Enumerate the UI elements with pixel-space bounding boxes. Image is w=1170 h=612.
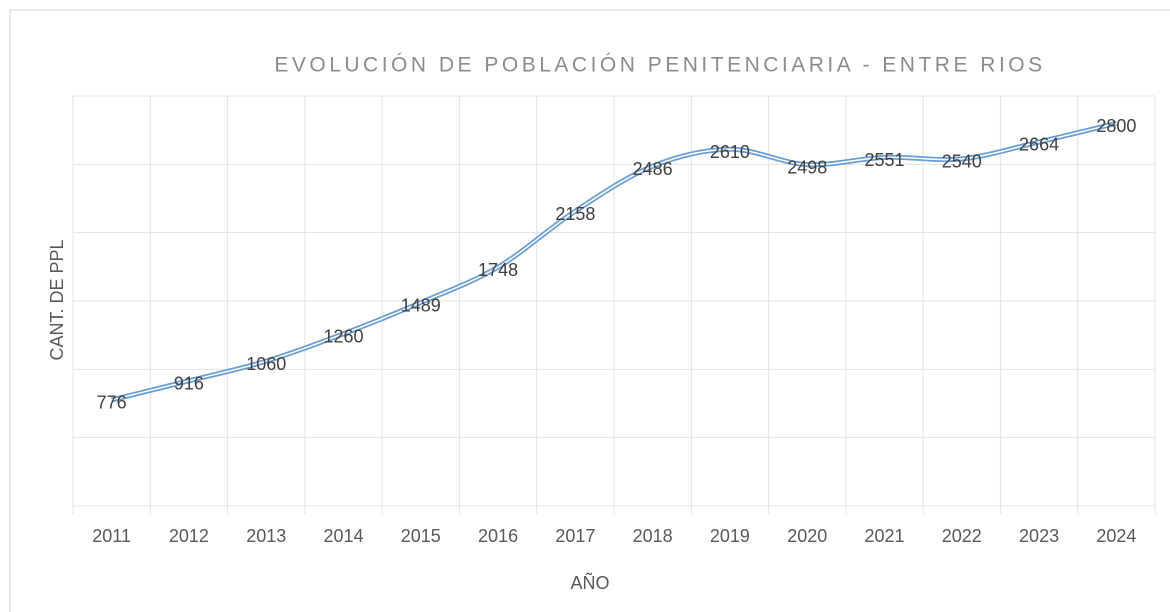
x-tick-label: 2019: [710, 526, 750, 546]
x-tick-label: 2014: [323, 526, 363, 546]
x-tick-label: 2022: [942, 526, 982, 546]
data-label: 1060: [246, 354, 286, 374]
chart-title: EVOLUCIÓN DE POBLACIÓN PENITENCIARIA - E…: [274, 54, 1045, 77]
data-label: 916: [174, 374, 204, 394]
data-label: 2551: [864, 150, 904, 170]
data-label: 2486: [633, 159, 673, 179]
x-tick-label: 2012: [169, 526, 209, 546]
y-axis-title: CANT. DE PPL: [47, 239, 67, 360]
data-label: 2498: [787, 157, 827, 177]
data-label: 2540: [942, 152, 982, 172]
data-label: 776: [97, 393, 127, 413]
data-label: 1748: [478, 260, 518, 280]
x-tick-label: 2016: [478, 526, 518, 546]
x-tick-label: 2023: [1019, 526, 1059, 546]
x-tick-label: 2013: [246, 526, 286, 546]
chart-border: [9, 9, 1170, 612]
data-label: 1260: [323, 327, 363, 347]
x-tick-label: 2024: [1096, 526, 1136, 546]
x-tick-label: 2020: [787, 526, 827, 546]
data-label: 2664: [1019, 135, 1059, 155]
data-label: 1489: [401, 295, 441, 315]
x-tick-label: 2017: [555, 526, 595, 546]
x-tick-label: 2011: [92, 526, 131, 546]
line-series-highlight: [111, 122, 1117, 401]
x-tick-label: 2021: [864, 526, 904, 546]
x-tick-label: 2015: [401, 526, 441, 546]
data-label: 2158: [555, 204, 595, 224]
x-tick-label: 2018: [633, 526, 673, 546]
data-label: 2800: [1096, 116, 1136, 136]
data-label: 2610: [710, 142, 750, 162]
x-axis-title: AÑO: [570, 572, 609, 593]
